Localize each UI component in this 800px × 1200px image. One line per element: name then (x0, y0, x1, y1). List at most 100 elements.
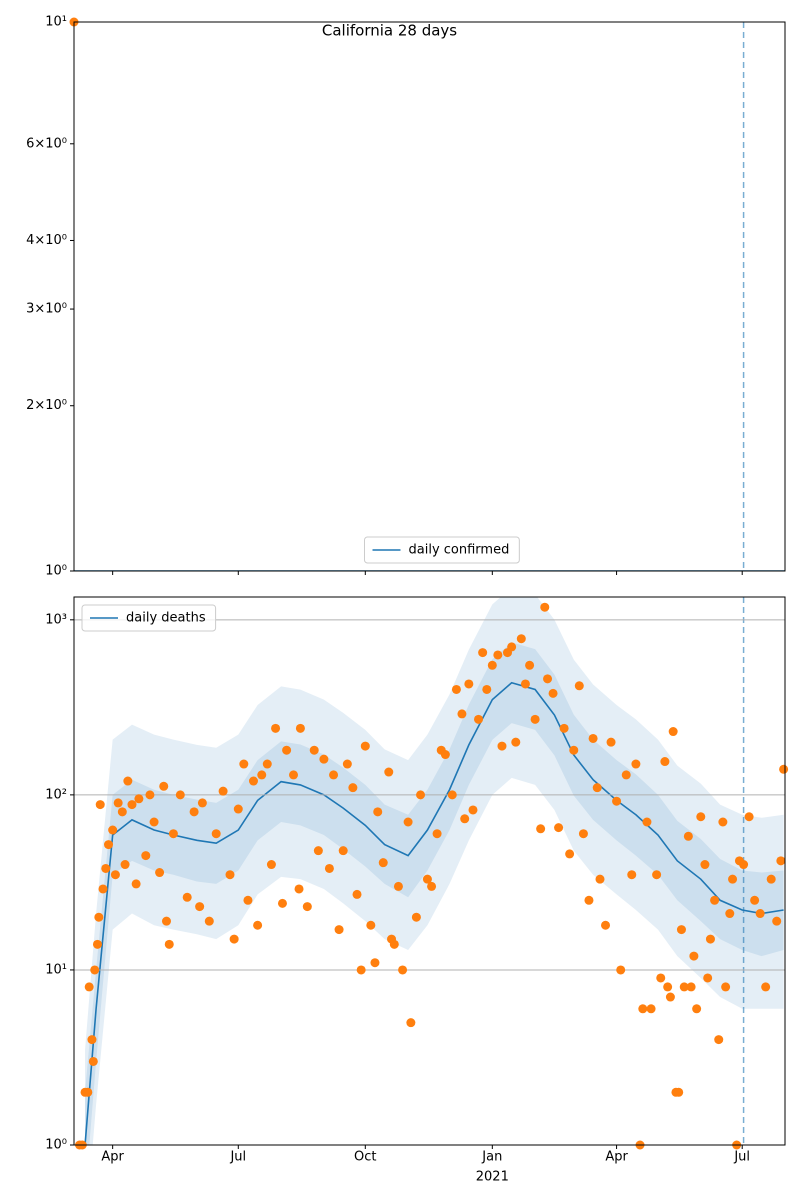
point (108, 825, 118, 835)
point (123, 776, 133, 786)
point (427, 881, 437, 891)
point (204, 916, 214, 926)
point (457, 709, 467, 719)
point (416, 790, 426, 800)
point (772, 916, 782, 926)
point (725, 909, 735, 919)
plot-area (74, 22, 785, 571)
point (295, 723, 305, 733)
point (451, 684, 461, 694)
point (679, 982, 689, 992)
point (606, 737, 616, 747)
point (627, 870, 637, 880)
point (92, 939, 102, 949)
point (468, 805, 478, 815)
point (342, 759, 352, 769)
point (131, 879, 141, 889)
point (411, 912, 421, 922)
point (739, 860, 749, 870)
point (525, 660, 535, 670)
point (334, 925, 344, 935)
point (665, 992, 675, 1002)
point (101, 863, 111, 873)
point (674, 1087, 684, 1097)
point (149, 817, 159, 827)
y-tick-label: 10⁰ (45, 564, 67, 579)
point (262, 759, 272, 769)
point (621, 770, 631, 780)
axes-frame (73, 21, 786, 572)
y-tick-label: 3×10⁰ (26, 302, 67, 317)
x-tick-label: Apr (101, 1150, 124, 1165)
legend-box (364, 536, 520, 564)
point (83, 1087, 93, 1097)
point (696, 812, 706, 822)
point (497, 741, 507, 751)
point (766, 874, 776, 884)
plot-area (84, 597, 784, 1145)
x-tick-label: Jul (229, 1150, 246, 1165)
point (718, 817, 728, 827)
point (218, 786, 228, 796)
point (117, 807, 127, 817)
y-tick-label: 6×10⁰ (26, 136, 67, 151)
point (253, 920, 263, 930)
point (175, 790, 185, 800)
point (197, 798, 207, 808)
point (710, 895, 720, 905)
point (652, 870, 662, 880)
point (120, 860, 130, 870)
point (507, 642, 517, 652)
point (302, 902, 312, 912)
point (601, 920, 611, 930)
point (378, 858, 388, 868)
point (87, 1035, 97, 1045)
point (406, 1018, 416, 1028)
point (487, 660, 497, 670)
point (233, 804, 243, 814)
point (482, 684, 492, 694)
band (85, 597, 784, 1145)
point (155, 868, 165, 878)
point (588, 733, 598, 743)
point (540, 602, 550, 612)
point (271, 723, 281, 733)
y-tick-label: 10⁰ (45, 1138, 67, 1153)
x-tick-label: Jan (481, 1150, 502, 1165)
point (543, 674, 553, 684)
point (329, 770, 339, 780)
y-tick-label: 10¹ (45, 15, 67, 30)
point (159, 781, 169, 791)
point (266, 860, 276, 870)
point (161, 916, 171, 926)
point (324, 863, 334, 873)
point (189, 807, 199, 817)
y-tick-label: 2×10⁰ (26, 398, 67, 413)
point (676, 925, 686, 935)
chart-title: California 28 days (322, 22, 457, 40)
point (127, 800, 137, 810)
point (294, 884, 304, 894)
line (84, 681, 784, 1145)
point (389, 939, 399, 949)
point (474, 714, 484, 724)
point (229, 934, 239, 944)
point (134, 794, 144, 804)
point (313, 846, 323, 856)
point (536, 824, 546, 834)
point (239, 759, 249, 769)
point (574, 681, 584, 691)
point (559, 723, 569, 733)
point (352, 889, 362, 899)
point (338, 846, 348, 856)
point (356, 965, 366, 975)
x-tick-label: Jul (733, 1150, 750, 1165)
point (631, 759, 641, 769)
y-tick-label: 10² (45, 787, 67, 802)
point (225, 870, 235, 880)
y-tick-label: 4×10⁰ (26, 233, 67, 248)
point (776, 856, 786, 866)
y-tick-label: 10³ (45, 612, 67, 627)
point (638, 1004, 648, 1014)
